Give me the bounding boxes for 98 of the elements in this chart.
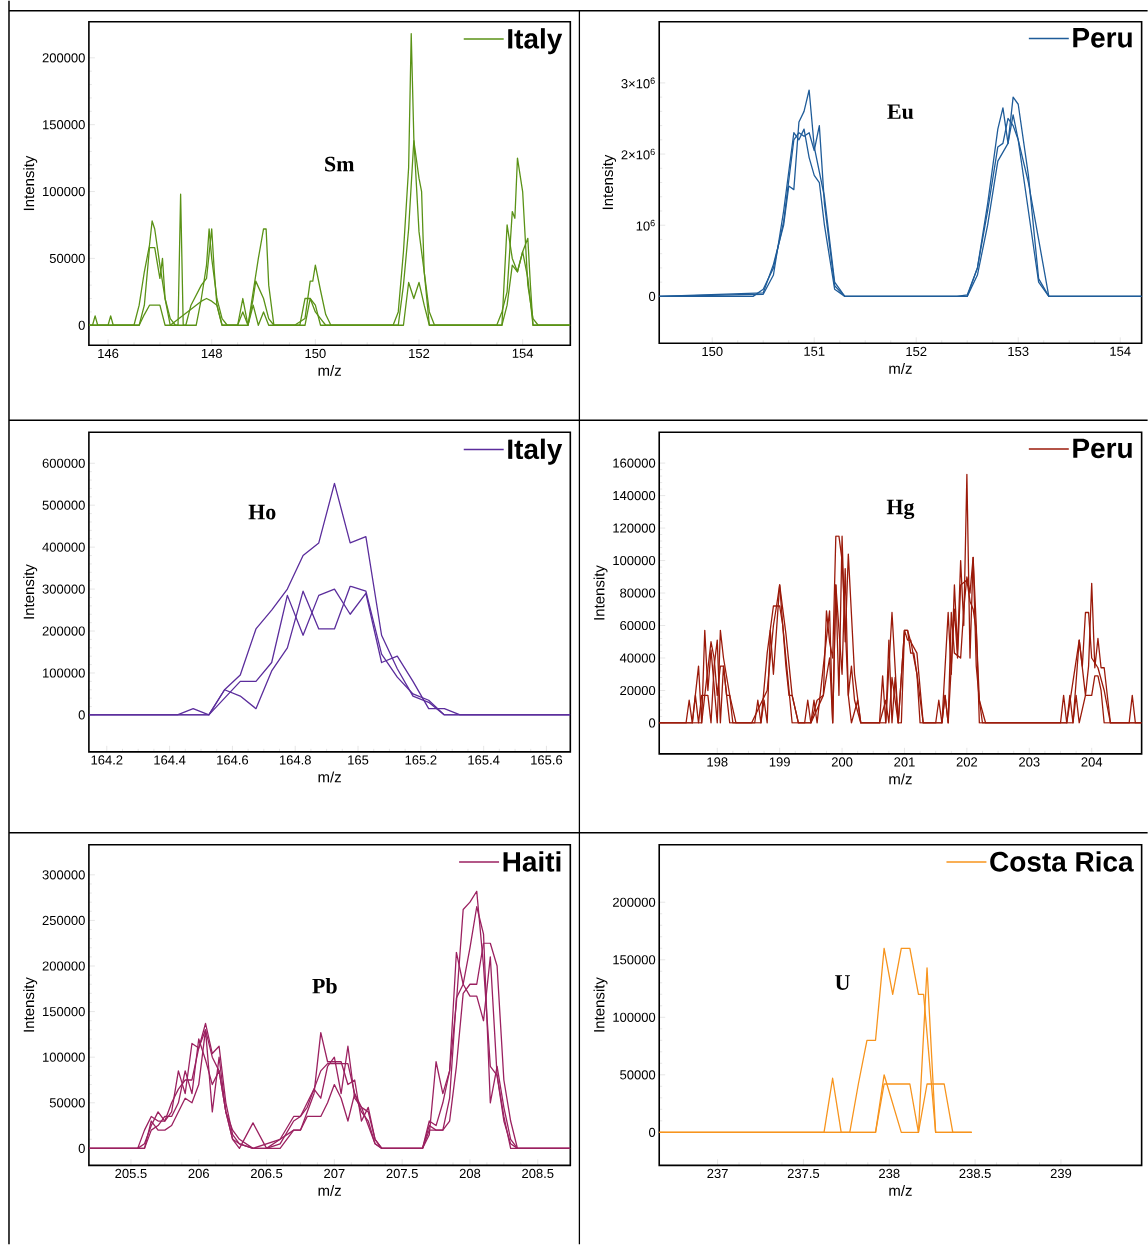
legend-label: Italy bbox=[508, 438, 562, 465]
y-tick-label: 0 bbox=[648, 291, 656, 301]
legend-label: Italy bbox=[508, 28, 562, 55]
x-tick-label: 199 bbox=[769, 757, 790, 767]
y-tick-label: 150000 bbox=[613, 955, 655, 965]
y-tick-label: 100000 bbox=[613, 1012, 655, 1022]
x-tick-label: 165.4 bbox=[468, 755, 500, 765]
y-tick-label: 50000 bbox=[49, 253, 85, 263]
x-tick-label: 237 bbox=[707, 1168, 728, 1179]
annotation: Sm bbox=[324, 156, 354, 172]
y-tick-label: 3×10$^{6}$ bbox=[621, 77, 655, 89]
legend-label: Costa Rica bbox=[990, 851, 1134, 872]
y-tick-label: 200000 bbox=[42, 626, 85, 636]
annotation: Hg bbox=[886, 499, 915, 520]
x-tick-label: 201 bbox=[894, 757, 915, 767]
x-tick-label: 207 bbox=[324, 1168, 345, 1179]
y-tick-label: 50000 bbox=[49, 1098, 85, 1108]
x-tick-label: 164.2 bbox=[91, 755, 123, 765]
x-tick-label: 165.6 bbox=[531, 755, 562, 765]
x-tick-label: 164.8 bbox=[279, 755, 311, 765]
y-tick-label: 100000 bbox=[42, 186, 85, 197]
y-tick-label: 200000 bbox=[42, 53, 85, 63]
x-tick-label: 150 bbox=[305, 348, 326, 359]
y-tick-label: 250000 bbox=[42, 915, 85, 926]
y-tick-label: 150000 bbox=[42, 1007, 85, 1017]
x-tick-label: 208.5 bbox=[522, 1168, 554, 1179]
x-tick-label: 237.5 bbox=[787, 1168, 819, 1179]
y-tick-label: 400000 bbox=[42, 542, 85, 552]
x-tick-label: 165 bbox=[348, 755, 369, 765]
y-tick-label: 300000 bbox=[42, 584, 85, 594]
y-tick-label: 100000 bbox=[42, 1052, 85, 1062]
y-tick-label: 80000 bbox=[619, 588, 655, 598]
y-tick-label: 0 bbox=[78, 1143, 85, 1153]
y-tick-label: 300000 bbox=[42, 870, 85, 880]
y-tick-label: 120000 bbox=[613, 523, 655, 533]
x-tick-label: 152 bbox=[408, 348, 429, 359]
x-tick-label: 208 bbox=[459, 1168, 481, 1179]
x-tick-label: 202 bbox=[956, 757, 977, 767]
x-axis-title: m/z bbox=[318, 1184, 341, 1196]
x-tick-label: 153 bbox=[1008, 346, 1029, 357]
x-axis-title: m/z bbox=[318, 364, 341, 376]
y-tick-label: 600000 bbox=[42, 458, 85, 468]
x-tick-label: 154 bbox=[512, 348, 533, 358]
x-tick-label: 198 bbox=[707, 757, 728, 767]
y-tick-label: 140000 bbox=[613, 490, 655, 501]
y-tick-label: 200000 bbox=[42, 961, 85, 971]
y-axis-title: Intensity bbox=[601, 154, 616, 210]
x-tick-label: 238 bbox=[878, 1168, 900, 1179]
y-axis-title: Intensity bbox=[23, 977, 37, 1032]
legend-label: Haiti bbox=[503, 851, 561, 872]
annotation: Eu bbox=[887, 104, 914, 120]
x-tick-label: 151 bbox=[804, 346, 825, 356]
x-tick-label: 203 bbox=[1018, 757, 1040, 767]
x-tick-label: 164.4 bbox=[154, 755, 186, 765]
y-axis-title: Intensity bbox=[23, 155, 37, 211]
y-tick-label: 160000 bbox=[613, 458, 655, 468]
x-tick-label: 154 bbox=[1110, 346, 1131, 356]
y-tick-label: 0 bbox=[648, 1127, 656, 1137]
y-tick-label: 40000 bbox=[619, 653, 655, 663]
y-axis-title: Intensity bbox=[23, 564, 37, 619]
x-axis-title: m/z bbox=[889, 362, 912, 374]
x-tick-label: 239 bbox=[1050, 1168, 1071, 1179]
y-tick-label: 50000 bbox=[619, 1070, 655, 1080]
x-tick-label: 164.6 bbox=[216, 755, 248, 765]
legend-label: Peru bbox=[1073, 438, 1132, 459]
x-tick-label: 150 bbox=[702, 346, 723, 357]
x-tick-label: 207.5 bbox=[386, 1168, 418, 1179]
x-axis-title: m/z bbox=[889, 773, 912, 785]
y-tick-label: 200000 bbox=[612, 897, 655, 907]
x-tick-label: 152 bbox=[906, 346, 927, 357]
y-axis-title: Intensity bbox=[593, 565, 608, 620]
y-tick-label: 0 bbox=[648, 718, 656, 728]
y-tick-label: 100000 bbox=[42, 668, 85, 678]
y-tick-label: 0 bbox=[78, 320, 85, 330]
x-tick-label: 206.5 bbox=[250, 1168, 283, 1179]
annotation: Pb bbox=[312, 978, 337, 994]
x-tick-label: 205.5 bbox=[115, 1168, 147, 1179]
y-tick-label: 0 bbox=[78, 710, 85, 720]
annotation: Ho bbox=[248, 504, 276, 520]
x-tick-label: 200 bbox=[831, 757, 853, 767]
y-axis-title: Intensity bbox=[593, 977, 608, 1032]
annotation: U bbox=[834, 975, 850, 990]
y-tick-label: 150000 bbox=[42, 120, 85, 130]
x-tick-label: 238.5 bbox=[959, 1168, 991, 1179]
x-axis-title: m/z bbox=[889, 1184, 912, 1196]
y-tick-label: 500000 bbox=[42, 500, 85, 510]
y-tick-label: 2×10$^{6}$ bbox=[621, 148, 655, 160]
x-tick-label: 148 bbox=[201, 348, 222, 359]
x-axis-title: m/z bbox=[318, 771, 341, 783]
x-tick-label: 204 bbox=[1081, 757, 1102, 767]
x-tick-label: 206 bbox=[188, 1168, 209, 1179]
y-tick-label: 20000 bbox=[620, 685, 655, 696]
y-tick-label: 60000 bbox=[620, 620, 655, 631]
y-tick-label: 100000 bbox=[613, 555, 655, 566]
y-tick-label: 10$^{6}$ bbox=[636, 219, 655, 231]
x-tick-label: 165.2 bbox=[405, 755, 437, 765]
x-tick-label: 146 bbox=[98, 348, 119, 359]
legend-label: Peru bbox=[1073, 28, 1132, 48]
